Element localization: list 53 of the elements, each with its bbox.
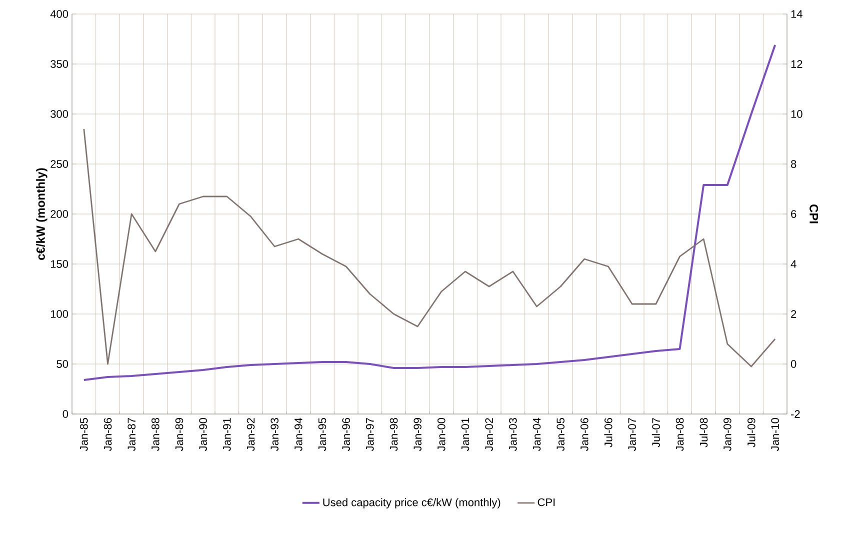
x-tick-label: Jan-90 — [199, 418, 207, 451]
x-tick-label: Jan-98 — [390, 418, 398, 451]
x-tick-label: Jan-08 — [676, 418, 684, 451]
x-tick-label: Jan-97 — [366, 418, 374, 451]
legend-label: CPI — [538, 498, 555, 506]
x-tick-label: Jan-95 — [318, 418, 326, 451]
y2-tick-label: 4 — [790, 260, 796, 268]
x-tick-label: Jan-06 — [580, 418, 588, 451]
line-series — [83, 128, 776, 368]
y2-tick-label: 14 — [791, 10, 802, 18]
y-tick-label: 150 — [50, 260, 68, 268]
x-tick-label: Jan-87 — [128, 418, 136, 451]
y2-tick-label: 12 — [791, 60, 802, 68]
y2-axis-title: CPI — [810, 204, 818, 224]
x-tick-label: Jan-92 — [246, 418, 255, 451]
y2-tick-label: 2 — [791, 310, 796, 318]
x-tick-label: Jan-89 — [175, 418, 184, 451]
y2-tick-label: -2 — [791, 410, 800, 418]
x-tick-label: Jan-03 — [509, 418, 517, 451]
y-tick-label: 100 — [50, 310, 68, 318]
y-tick-label: 300 — [50, 110, 68, 118]
x-tick-label: Jul-08 — [700, 418, 708, 448]
y-tick-label: 50 — [56, 360, 68, 368]
x-tick-label: Jul-07 — [652, 418, 660, 448]
x-tick-label: Jan-85 — [80, 418, 88, 451]
y-tick-label: 200 — [50, 210, 68, 218]
x-tick-label: Jan-00 — [438, 418, 446, 451]
y-tick-label: 350 — [50, 60, 68, 68]
x-tick-label: Jan-10 — [771, 418, 779, 451]
x-tick-label: Jan-93 — [270, 418, 278, 451]
x-tick-label: Jan-02 — [485, 418, 493, 451]
x-tick-label: Jan-86 — [104, 418, 112, 451]
y2-tick-label: 8 — [791, 160, 796, 168]
x-tick-label: Jan-99 — [414, 418, 422, 451]
x-tick-label: Jan-91 — [223, 418, 231, 451]
x-tick-label: Jul-09 — [747, 418, 756, 448]
y-tick-label: 0 — [62, 410, 68, 418]
x-tick-label: Jan-05 — [556, 418, 564, 451]
y-tick-label: 400 — [50, 10, 68, 18]
legend-label: Used capacity price c€/kW (monthly) — [323, 498, 500, 508]
y-tick-label: 250 — [50, 160, 68, 168]
x-tick-label: Jan-04 — [532, 418, 541, 451]
x-tick-label: Jul-06 — [604, 418, 612, 448]
x-tick-label: Jan-96 — [342, 418, 350, 451]
x-tick-label: Jan-09 — [724, 418, 732, 451]
y2-tick-label: 10 — [791, 110, 802, 118]
x-tick-label: Jan-88 — [152, 418, 160, 451]
x-tick-label: Jan-94 — [294, 418, 302, 451]
y2-tick-label: 6 — [791, 210, 796, 218]
x-tick-label: Jan-07 — [628, 418, 636, 451]
y2-tick-label: 0 — [790, 360, 796, 368]
x-tick-label: Jan-01 — [461, 418, 470, 451]
y-axis-title: c€/kW (monthly) — [36, 168, 48, 260]
